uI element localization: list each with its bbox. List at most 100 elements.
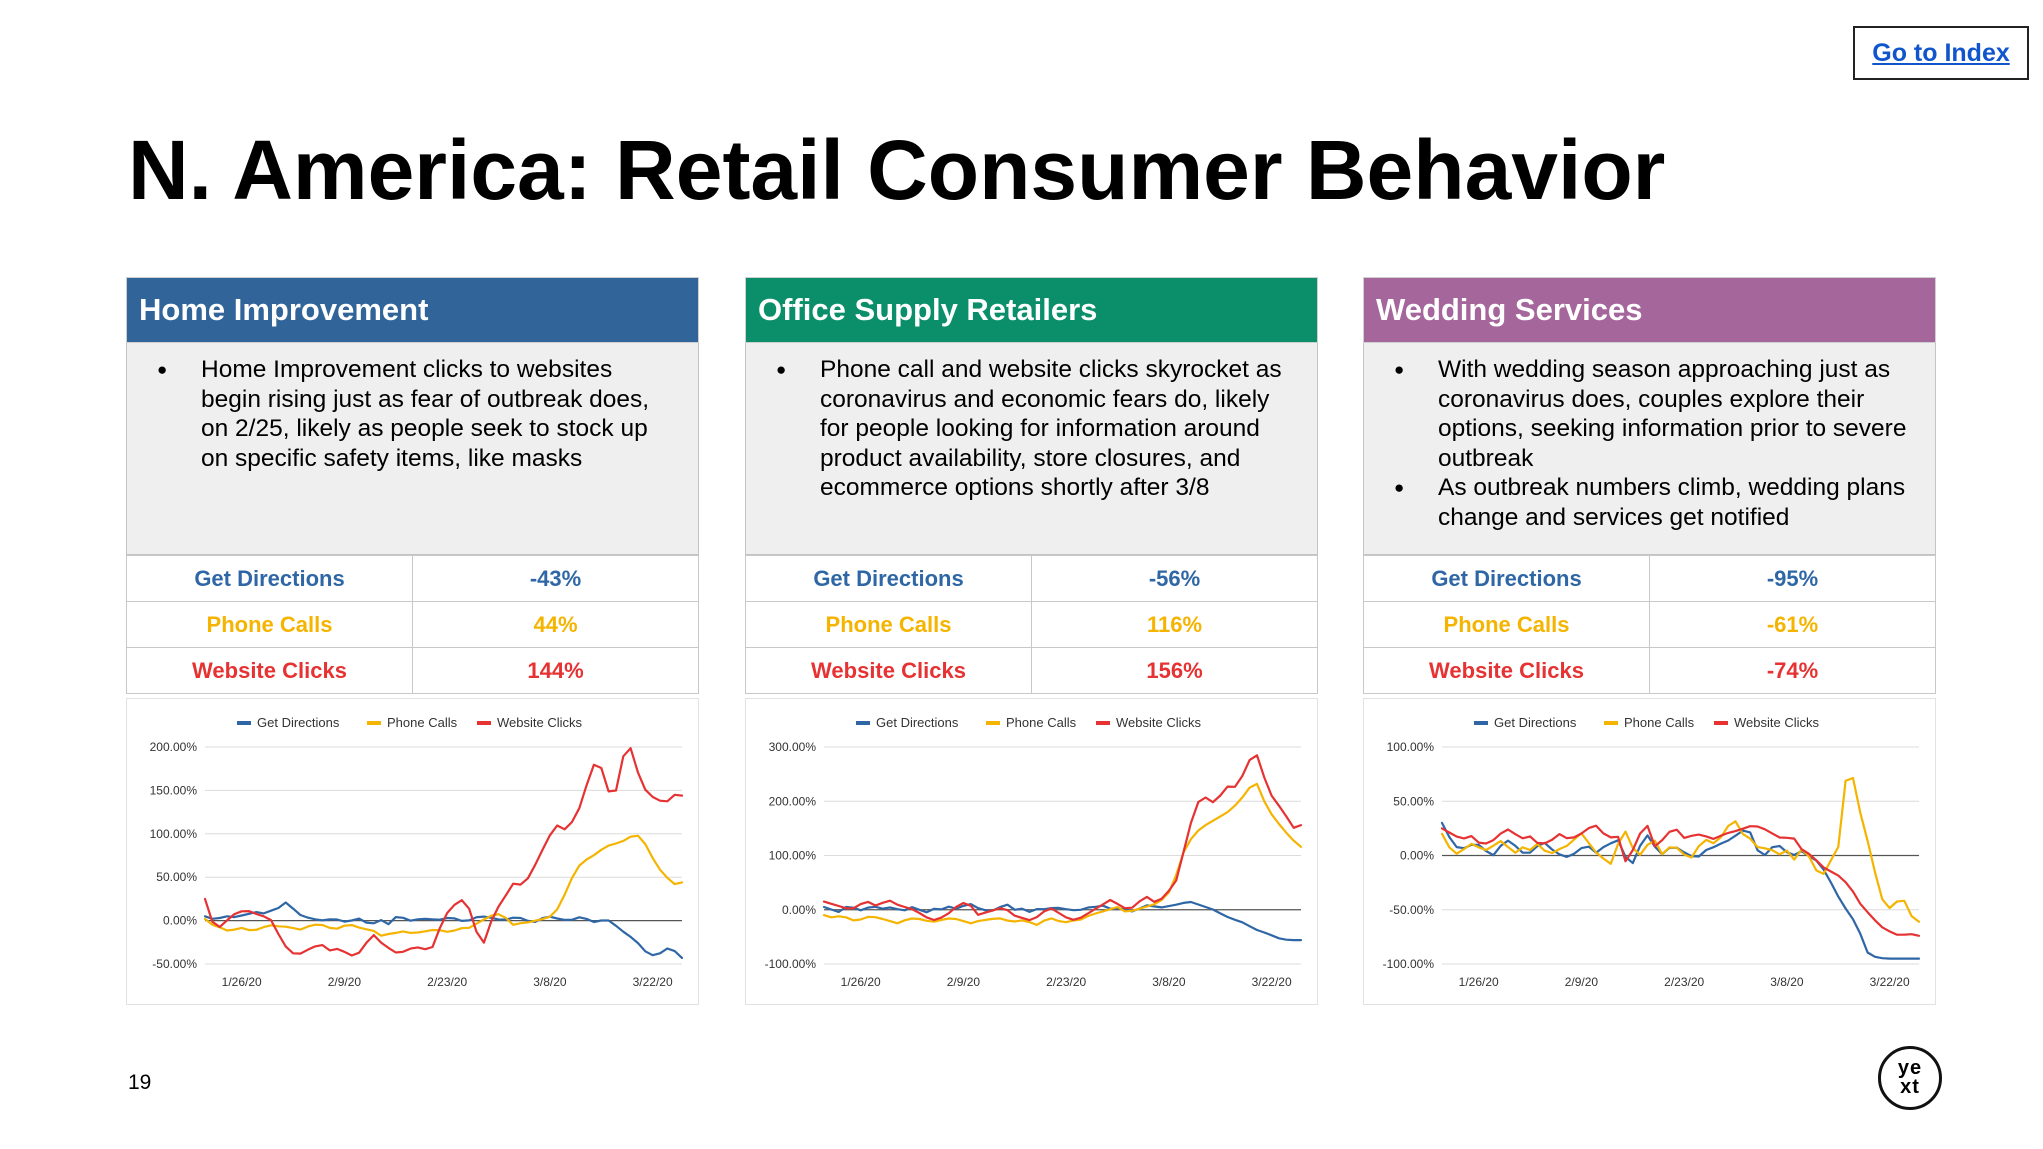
metric-value-directions: -95%	[1649, 555, 1936, 602]
line-chart-svg: Get Directions Phone Calls Website Clicks 1…	[1383, 715, 1921, 989]
metric-label-phone: Phone Calls	[1363, 601, 1650, 648]
y-tick-label: 100.00%	[150, 827, 198, 841]
metric-label-website: Website Clicks	[745, 647, 1032, 694]
metrics-table: Get Directions -43% Phone Calls 44% Webs…	[126, 555, 699, 694]
card-description: With wedding season approaching just as …	[1363, 343, 1936, 555]
table-row: Get Directions -43%	[126, 555, 699, 602]
legend-label: Website Clicks	[1734, 715, 1820, 730]
table-row: Get Directions -95%	[1363, 555, 1936, 602]
card-description: Phone call and website clicks skyrocket …	[745, 343, 1318, 555]
card-wedding-services: Wedding Services With wedding season app…	[1363, 277, 1936, 1005]
legend-label: Get Directions	[1494, 715, 1577, 730]
metric-label-directions: Get Directions	[745, 555, 1032, 602]
y-tick-label: 50.00%	[156, 870, 197, 884]
line-chart-svg: Get Directions Phone Calls Website Clicks 3…	[765, 715, 1303, 989]
card-title: Home Improvement	[139, 292, 429, 327]
chart-home-improvement: Get Directions Phone Calls Website Clicks 2…	[126, 698, 699, 1005]
x-tick-label: 2/23/20	[427, 975, 467, 989]
table-row: Get Directions -56%	[745, 555, 1318, 602]
metric-label-phone: Phone Calls	[126, 601, 413, 648]
y-tick-label: 100.00%	[1387, 740, 1435, 754]
logo-line-1: ye	[1897, 1057, 1923, 1079]
metrics-table: Get Directions -95% Phone Calls -61% Web…	[1363, 555, 1936, 694]
y-tick-label: -100.00%	[1383, 957, 1435, 971]
x-tick-label: 3/22/20	[1252, 975, 1292, 989]
table-row: Phone Calls 116%	[745, 601, 1318, 648]
series-line-get-directions	[1440, 821, 1921, 960]
card-header: Wedding Services	[1363, 277, 1936, 343]
y-tick-label: -100.00%	[765, 957, 817, 971]
y-tick-label: 0.00%	[782, 903, 816, 917]
y-tick-label: 150.00%	[150, 783, 198, 797]
y-tick-label: -50.00%	[152, 957, 197, 971]
x-tick-label: 2/9/20	[328, 975, 362, 989]
x-tick-label: 1/26/20	[841, 975, 881, 989]
metric-value-phone: 44%	[412, 601, 699, 648]
metric-value-website: 156%	[1031, 647, 1318, 694]
go-to-index-link[interactable]: Go to Index	[1853, 26, 2029, 80]
bullet-item: Home Improvement clicks to websites begi…	[147, 355, 678, 473]
legend-label: Phone Calls	[1624, 715, 1695, 730]
chart-wedding-services: Get Directions Phone Calls Website Clicks 1…	[1363, 698, 1936, 1005]
legend-label: Website Clicks	[1116, 715, 1202, 730]
table-row: Website Clicks 144%	[126, 647, 699, 694]
y-tick-label: 300.00%	[769, 740, 817, 754]
x-tick-label: 3/8/20	[1770, 975, 1804, 989]
metric-value-website: 144%	[412, 647, 699, 694]
metric-value-directions: -56%	[1031, 555, 1318, 602]
series-line-phone-calls	[822, 782, 1303, 926]
chart-office-supply: Get Directions Phone Calls Website Clicks 3…	[745, 698, 1318, 1005]
bullet-item: Phone call and website clicks skyrocket …	[766, 355, 1297, 503]
metric-label-directions: Get Directions	[126, 555, 413, 602]
series-line-phone-calls	[1440, 776, 1921, 923]
x-tick-label: 3/22/20	[633, 975, 673, 989]
metric-value-website: -74%	[1649, 647, 1936, 694]
y-tick-label: 0.00%	[1400, 849, 1434, 863]
series-line-website-clicks	[1440, 824, 1921, 937]
card-title: Wedding Services	[1376, 292, 1643, 327]
y-tick-label: 50.00%	[1393, 794, 1434, 808]
table-row: Phone Calls 44%	[126, 601, 699, 648]
yext-logo: ye xt	[1878, 1046, 1942, 1110]
legend-label: Phone Calls	[1006, 715, 1077, 730]
metric-value-phone: 116%	[1031, 601, 1318, 648]
x-tick-label: 2/23/20	[1046, 975, 1086, 989]
x-tick-label: 3/22/20	[1870, 975, 1910, 989]
x-tick-label: 1/26/20	[222, 975, 262, 989]
card-office-supply: Office Supply Retailers Phone call and w…	[745, 277, 1318, 1005]
series-line-phone-calls	[203, 834, 684, 937]
metrics-table: Get Directions -56% Phone Calls 116% Web…	[745, 555, 1318, 694]
table-row: Website Clicks -74%	[1363, 647, 1936, 694]
x-tick-label: 2/23/20	[1664, 975, 1704, 989]
logo-line-2: xt	[1900, 1076, 1920, 1098]
page-title: N. America: Retail Consumer Behavior	[128, 123, 1666, 217]
metric-label-website: Website Clicks	[126, 647, 413, 694]
metric-label-directions: Get Directions	[1363, 555, 1650, 602]
y-tick-label: 200.00%	[769, 794, 817, 808]
card-description: Home Improvement clicks to websites begi…	[126, 343, 699, 555]
x-tick-label: 1/26/20	[1459, 975, 1499, 989]
y-tick-label: 0.00%	[163, 914, 197, 928]
bullet-item: As outbreak numbers climb, wedding plans…	[1384, 473, 1915, 532]
page-number: 19	[128, 1071, 152, 1094]
x-tick-label: 2/9/20	[1565, 975, 1599, 989]
metric-label-phone: Phone Calls	[745, 601, 1032, 648]
table-row: Website Clicks 156%	[745, 647, 1318, 694]
metric-value-phone: -61%	[1649, 601, 1936, 648]
y-tick-label: 100.00%	[769, 849, 817, 863]
legend-label: Get Directions	[257, 715, 340, 730]
series-line-website-clicks	[203, 747, 684, 957]
series-line-website-clicks	[822, 754, 1303, 922]
x-tick-label: 3/8/20	[1152, 975, 1186, 989]
legend-label: Website Clicks	[497, 715, 583, 730]
card-header: Home Improvement	[126, 277, 699, 343]
y-tick-label: -50.00%	[1389, 903, 1434, 917]
bullet-item: With wedding season approaching just as …	[1384, 355, 1915, 473]
table-row: Phone Calls -61%	[1363, 601, 1936, 648]
card-title: Office Supply Retailers	[758, 292, 1098, 327]
card-home-improvement: Home Improvement Home Improvement clicks…	[126, 277, 699, 1005]
x-tick-label: 2/9/20	[947, 975, 981, 989]
series-line-get-directions	[822, 900, 1303, 942]
metric-value-directions: -43%	[412, 555, 699, 602]
line-chart-svg: Get Directions Phone Calls Website Clicks 2…	[150, 715, 684, 989]
